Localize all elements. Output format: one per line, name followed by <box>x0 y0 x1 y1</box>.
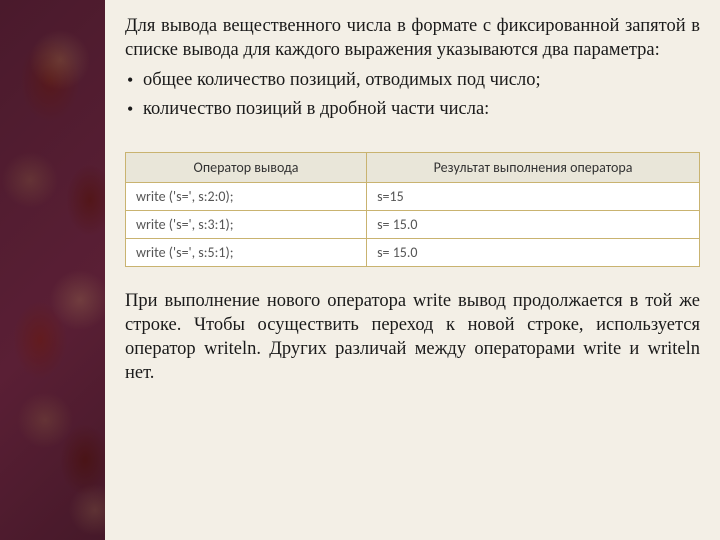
table-row: write ('s=', s:2:0); s=15 <box>126 183 700 211</box>
example-table-wrap: Оператор вывода Результат выполнения опе… <box>125 152 700 267</box>
bullet-list: общее количество позиций, отводимых под … <box>125 68 700 126</box>
cell-result: s= 15.0 <box>367 239 700 267</box>
cell-result: s=15 <box>367 183 700 211</box>
table-row: write ('s=', s:3:1); s= 15.0 <box>126 211 700 239</box>
table-header-row: Оператор вывода Результат выполнения опе… <box>126 153 700 183</box>
example-table: Оператор вывода Результат выполнения опе… <box>125 152 700 267</box>
list-item: общее количество позиций, отводимых под … <box>125 68 700 93</box>
cell-result: s= 15.0 <box>367 211 700 239</box>
cell-operator: write ('s=', s:2:0); <box>126 183 367 211</box>
table-header-result: Результат выполнения оператора <box>367 153 700 183</box>
outro-paragraph: При выполнение нового оператора write вы… <box>125 289 700 385</box>
table-header-operator: Оператор вывода <box>126 153 367 183</box>
content-panel: Для вывода вещественного числа в формате… <box>105 0 720 540</box>
list-item: количество позиций в дробной части числа… <box>125 97 700 122</box>
intro-paragraph: Для вывода вещественного числа в формате… <box>125 14 700 62</box>
cell-operator: write ('s=', s:3:1); <box>126 211 367 239</box>
cell-operator: write ('s=', s:5:1); <box>126 239 367 267</box>
table-row: write ('s=', s:5:1); s= 15.0 <box>126 239 700 267</box>
